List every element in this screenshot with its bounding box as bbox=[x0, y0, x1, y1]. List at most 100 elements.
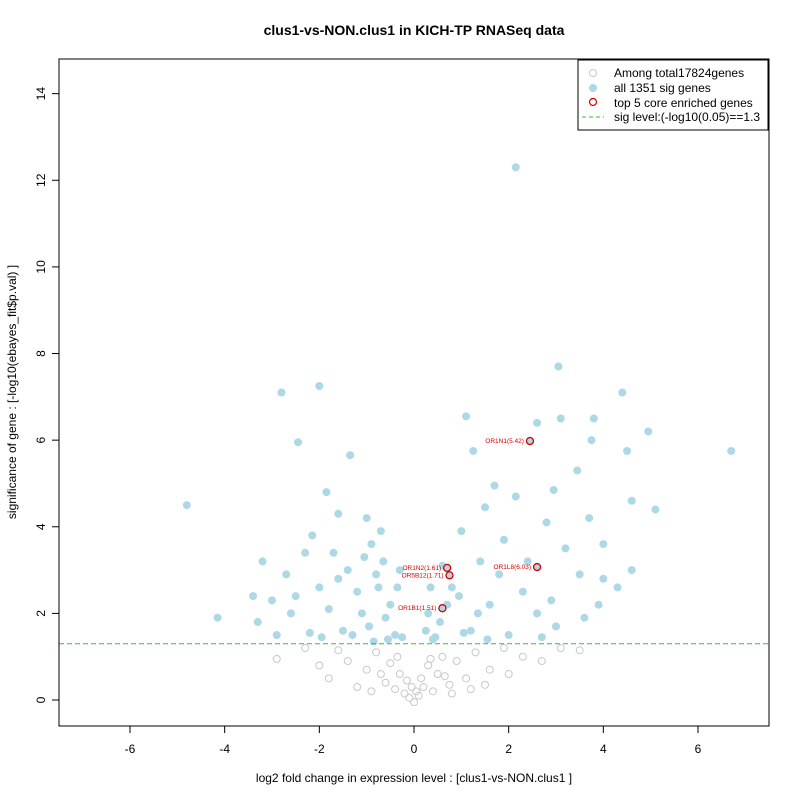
nonsig-point bbox=[445, 680, 454, 689]
nonsig-point bbox=[301, 644, 310, 653]
sig-point bbox=[573, 466, 582, 475]
sig-point bbox=[294, 438, 303, 447]
nonsig-point bbox=[353, 683, 362, 692]
sig-point bbox=[589, 414, 598, 423]
sig-point bbox=[533, 418, 542, 427]
sig-point bbox=[466, 626, 475, 635]
y-tick-label: 10 bbox=[34, 260, 48, 274]
nonsig-point bbox=[428, 687, 437, 696]
sig-point bbox=[301, 548, 310, 557]
nonsig-point bbox=[424, 661, 433, 670]
sig-point bbox=[627, 566, 636, 575]
sig-point bbox=[495, 570, 504, 579]
sig-point bbox=[537, 633, 546, 642]
nonsig-point bbox=[556, 644, 565, 653]
sig-point bbox=[322, 488, 331, 497]
sig-point bbox=[268, 596, 276, 605]
x-tick-label: 0 bbox=[411, 742, 418, 756]
nonsig-point bbox=[438, 652, 447, 661]
core-gene-point bbox=[532, 562, 542, 572]
sig-point bbox=[580, 613, 589, 622]
sig-point bbox=[315, 583, 324, 592]
sig-point bbox=[490, 481, 499, 490]
y-tick-label: 0 bbox=[34, 696, 48, 703]
nonsig-point bbox=[504, 670, 513, 679]
sig-point bbox=[374, 583, 383, 592]
sig-point bbox=[547, 596, 556, 605]
sig-point bbox=[253, 618, 262, 627]
nonsig-point bbox=[452, 657, 461, 666]
sig-point bbox=[599, 574, 608, 583]
core-gene-label: OR1L8(6.03) bbox=[493, 564, 531, 571]
sig-point bbox=[651, 505, 660, 514]
sig-point bbox=[365, 622, 374, 631]
sig-point bbox=[334, 509, 343, 518]
sig-point bbox=[353, 587, 362, 596]
sig-point bbox=[533, 609, 542, 618]
legend-label-threshold: sig level:(-log10(0.05)==1.3 bbox=[614, 110, 760, 124]
sig-point bbox=[627, 496, 636, 505]
x-tick-label: 2 bbox=[505, 742, 512, 756]
sig-point bbox=[348, 631, 357, 640]
nonsig-point bbox=[362, 665, 371, 674]
y-axis-label: significance of gene : [-log10(ebayes_fi… bbox=[5, 265, 19, 519]
legend-label-among: Among total17824genes bbox=[614, 66, 744, 80]
sig-point bbox=[398, 633, 407, 642]
sig-point bbox=[367, 540, 376, 549]
sig-point bbox=[286, 609, 295, 618]
nonsig-point bbox=[410, 698, 418, 707]
sig-point bbox=[599, 540, 608, 549]
nonsig-point bbox=[386, 659, 395, 668]
nonsig-point bbox=[402, 676, 411, 685]
x-tick-label: -4 bbox=[219, 742, 230, 756]
sig-point bbox=[339, 626, 347, 635]
sig-point bbox=[436, 618, 445, 627]
y-tick-label: 12 bbox=[34, 173, 48, 187]
sig-point bbox=[258, 557, 267, 566]
sig-point bbox=[618, 388, 627, 397]
sig-point bbox=[379, 557, 388, 566]
nonsig-point bbox=[395, 670, 404, 679]
sig-point bbox=[554, 362, 563, 371]
sig-point bbox=[485, 600, 494, 609]
chart-title: clus1-vs-NON.clus1 in KICH-TP RNASeq dat… bbox=[264, 22, 565, 38]
sig-point bbox=[315, 382, 324, 391]
nonsig-points bbox=[272, 644, 584, 707]
core-gene-point bbox=[442, 563, 452, 573]
nonsig-point bbox=[381, 678, 390, 687]
x-tick-label: 6 bbox=[695, 742, 702, 756]
sig-point bbox=[644, 427, 653, 436]
y-tick-label: 14 bbox=[34, 87, 48, 101]
nonsig-point bbox=[367, 687, 376, 696]
nonsig-point bbox=[376, 670, 385, 679]
nonsig-point bbox=[315, 661, 324, 670]
sig-point bbox=[454, 592, 463, 601]
legend-marker-core bbox=[588, 97, 598, 107]
sig-point bbox=[308, 531, 317, 540]
sig-point bbox=[428, 635, 437, 644]
sig-point bbox=[549, 485, 558, 494]
sig-point bbox=[182, 501, 191, 510]
core-gene-label: OR1N1(5.42) bbox=[485, 438, 524, 445]
nonsig-point bbox=[447, 689, 456, 698]
sig-point bbox=[305, 628, 314, 637]
nonsig-point bbox=[537, 657, 546, 666]
sig-point bbox=[249, 592, 258, 601]
sig-point bbox=[623, 446, 631, 455]
sig-point bbox=[317, 633, 326, 642]
sig-point bbox=[473, 609, 482, 618]
x-tick-label: 4 bbox=[600, 742, 607, 756]
legend: Among total17824genes all 1351 sig genes… bbox=[577, 59, 769, 131]
nonsig-point bbox=[485, 665, 494, 674]
sig-point bbox=[552, 622, 560, 631]
core-gene-label: OR1B1(1.51) bbox=[398, 605, 436, 612]
sig-point bbox=[324, 605, 333, 614]
sig-point bbox=[462, 412, 471, 421]
sig-point bbox=[383, 635, 392, 644]
nonsig-point bbox=[417, 674, 426, 683]
sig-point bbox=[483, 635, 492, 644]
sig-point bbox=[523, 557, 532, 566]
nonsig-point bbox=[481, 680, 489, 689]
nonsig-point bbox=[324, 674, 333, 683]
sig-point bbox=[213, 613, 222, 622]
